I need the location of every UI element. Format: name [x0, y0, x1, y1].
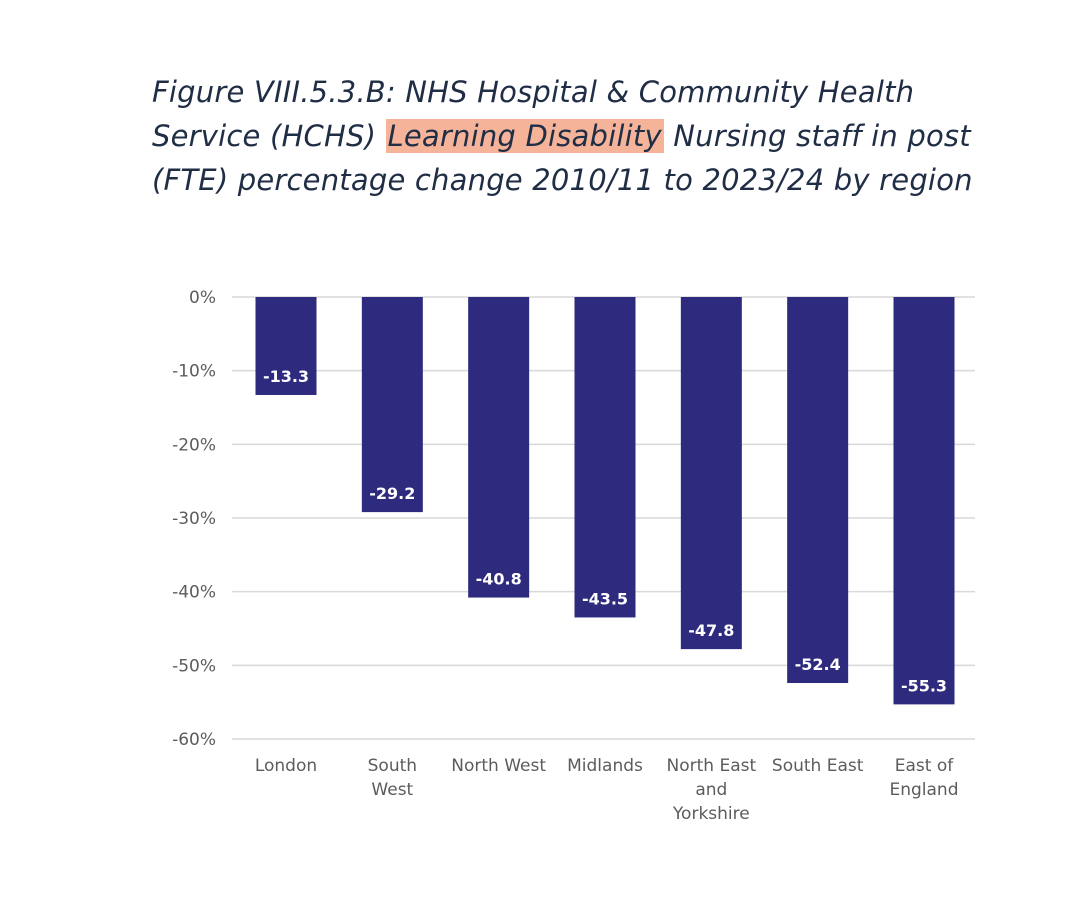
- data-label: -29.2: [369, 484, 415, 503]
- bars: [255, 297, 955, 705]
- category-label-line: North West: [451, 756, 546, 776]
- figure-title: Figure VIII.5.3.B: NHS Hospital & Commun…: [152, 70, 1032, 202]
- category-label: South West: [368, 756, 417, 800]
- bar: [255, 297, 317, 395]
- category-label: London: [255, 756, 317, 776]
- bar: [680, 297, 742, 650]
- y-tick-label: -50%: [172, 656, 216, 676]
- data-label: -40.8: [476, 570, 522, 589]
- bar: [468, 297, 530, 598]
- category-label-line: Midlands: [567, 756, 643, 776]
- y-tick-label: -30%: [172, 509, 216, 529]
- y-tick-label: -10%: [172, 362, 216, 382]
- data-label: -52.4: [795, 655, 841, 674]
- y-tick-label: 0%: [189, 288, 216, 308]
- category-label-line: East of: [895, 756, 954, 776]
- category-label-line: North East: [667, 756, 757, 776]
- y-axis-tick-labels: 0% -10% -20% -30% -40% -50% -60%: [172, 288, 216, 750]
- x-axis-category-labels: London South West North West Midlands North E…: [255, 756, 959, 824]
- category-label-line: Yorkshire: [672, 804, 750, 824]
- bar: [574, 297, 636, 618]
- bar: [361, 297, 423, 513]
- category-label: East of England: [889, 756, 958, 800]
- bar: [893, 297, 955, 705]
- bar: [787, 297, 849, 684]
- figure-title-highlight: Learning Disability: [385, 119, 664, 153]
- data-label: -43.5: [582, 589, 628, 608]
- data-label: -47.8: [688, 621, 734, 640]
- figure-title-suffix: Nursing staff in post (FTE) percentage c…: [152, 119, 973, 197]
- data-labels: -13.3 -29.2 -40.8 -43.5 -47.8 -52.4 -55.3: [263, 367, 947, 695]
- category-label-line: London: [255, 756, 317, 776]
- category-label-line: West: [371, 780, 413, 800]
- y-tick-label: -60%: [172, 730, 216, 750]
- data-label: -55.3: [901, 676, 947, 695]
- category-label: Midlands: [567, 756, 643, 776]
- category-label: North West: [451, 756, 546, 776]
- category-label-line: and: [695, 780, 727, 800]
- category-label-line: South East: [772, 756, 864, 776]
- category-label: North East and Yorkshire: [667, 756, 757, 824]
- y-tick-label: -20%: [172, 435, 216, 455]
- figure-title-prefix: Figure VIII.5.3.B: NHS Hospital & Commun…: [152, 75, 915, 153]
- category-label: South East: [772, 756, 864, 776]
- category-label-line: South: [368, 756, 417, 776]
- data-label: -13.3: [263, 367, 309, 386]
- category-label-line: England: [889, 780, 958, 800]
- y-tick-label: -40%: [172, 583, 216, 603]
